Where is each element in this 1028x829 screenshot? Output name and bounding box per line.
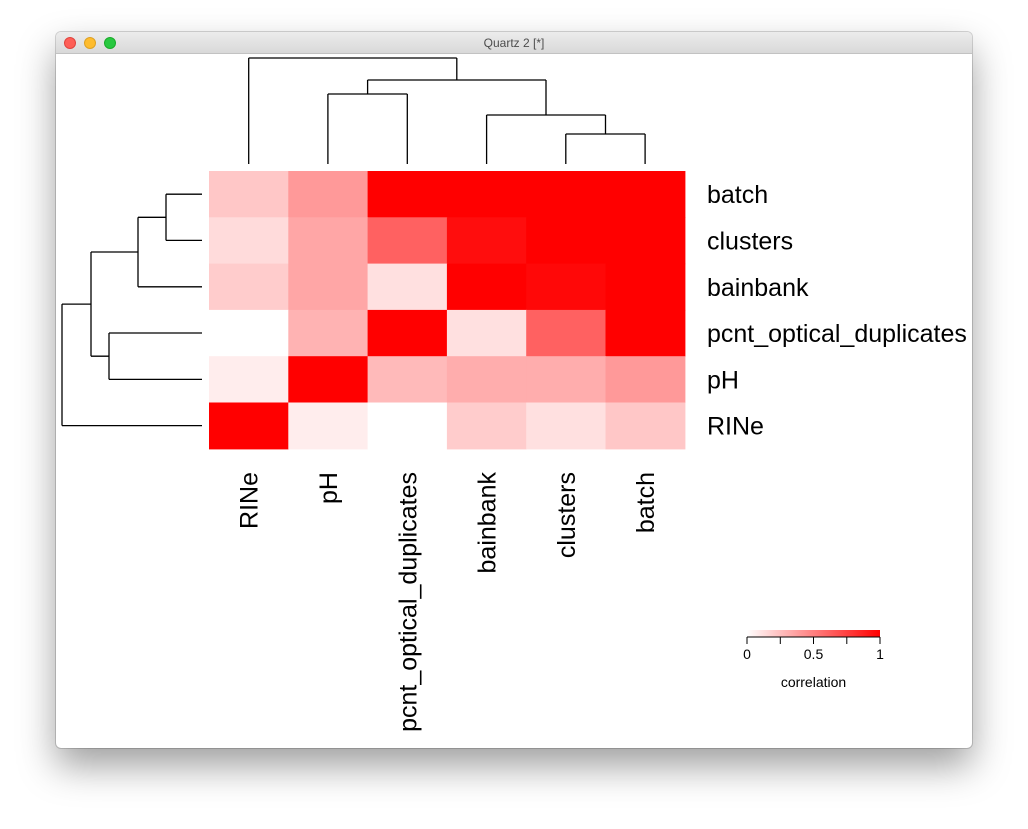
minimize-window-button[interactable] <box>84 37 96 49</box>
heatmap-chart: batch clusters bainbank pcnt_optical_duplic… <box>61 57 967 732</box>
column-label: pcnt_optical_duplicates <box>394 472 422 732</box>
row-label: pcnt_optical_duplicates <box>707 320 967 348</box>
heatmap-cell <box>288 309 369 357</box>
color-legend: 0 0.5 1 correlation <box>743 630 884 690</box>
heatmap-cell <box>605 217 686 265</box>
column-label: clusters <box>553 472 581 558</box>
heatmap-cell <box>209 217 289 265</box>
row-label: batch <box>707 181 768 209</box>
row-label: bainbank <box>707 274 809 302</box>
heatmap-cell <box>367 402 448 450</box>
title-bar[interactable]: Quartz 2 [*] <box>56 32 972 54</box>
heatmap-cell <box>605 263 686 311</box>
heatmap-cell <box>446 356 527 404</box>
heatmap-cell <box>446 171 527 218</box>
heatmap-cell <box>526 309 607 357</box>
heatmap-cell <box>446 263 527 311</box>
row-labels: batch clusters bainbank pcnt_optical_duplic… <box>707 181 967 440</box>
column-label: bainbank <box>474 472 502 574</box>
heatmap-cell <box>605 356 686 404</box>
heatmap-cell <box>446 217 527 265</box>
zoom-window-button[interactable] <box>104 37 116 49</box>
column-label: batch <box>632 472 660 533</box>
heatmap-cell <box>526 356 607 404</box>
legend-tick-label: 0 <box>743 646 751 662</box>
legend-title: correlation <box>781 674 846 690</box>
heatmap-cell <box>288 402 369 450</box>
heatmap-cell <box>605 402 686 450</box>
heatmap-cell <box>209 171 289 218</box>
row-label: pH <box>707 366 739 394</box>
heatmap-cell <box>526 171 607 218</box>
plot-canvas: batch clusters bainbank pcnt_optical_duplic… <box>56 54 972 748</box>
heatmap-cell <box>605 171 686 218</box>
heatmap-cell <box>288 217 369 265</box>
heatmap-cell <box>367 171 448 218</box>
window-title: Quartz 2 [*] <box>483 36 545 50</box>
heatmap-cells <box>209 171 686 450</box>
legend-tick-label: 0.5 <box>804 646 824 662</box>
legend-color-bar <box>747 630 880 637</box>
heatmap-cell <box>209 402 289 450</box>
heatmap-cell <box>526 402 607 450</box>
heatmap-cell <box>288 356 369 404</box>
heatmap-cell <box>209 356 289 404</box>
column-dendrogram <box>248 57 646 164</box>
heatmap-cell <box>367 263 448 311</box>
heatmap-cell <box>446 402 527 450</box>
legend-tick-label: 1 <box>876 646 884 662</box>
column-labels: RINe pH pcnt_optical_duplicates bainbank clu… <box>236 472 660 732</box>
heatmap-cell <box>605 309 686 357</box>
row-label: clusters <box>707 227 793 255</box>
heatmap-cell <box>367 356 448 404</box>
heatmap-cell <box>526 263 607 311</box>
close-window-button[interactable] <box>64 37 76 49</box>
column-label: pH <box>315 472 343 504</box>
row-dendrogram <box>61 193 202 427</box>
heatmap-cell <box>446 309 527 357</box>
row-label: RINe <box>707 413 764 441</box>
column-label: RINe <box>236 472 264 529</box>
heatmap-cell <box>288 263 369 311</box>
heatmap-cell <box>288 171 369 218</box>
heatmap-cell <box>526 217 607 265</box>
heatmap-cell <box>209 263 289 311</box>
heatmap-cell <box>367 217 448 265</box>
heatmap-cell <box>367 309 448 357</box>
quartz-window: Quartz 2 [*] batch clusters bainbank pcnt_o… <box>56 32 972 748</box>
heatmap-cell <box>209 309 289 357</box>
